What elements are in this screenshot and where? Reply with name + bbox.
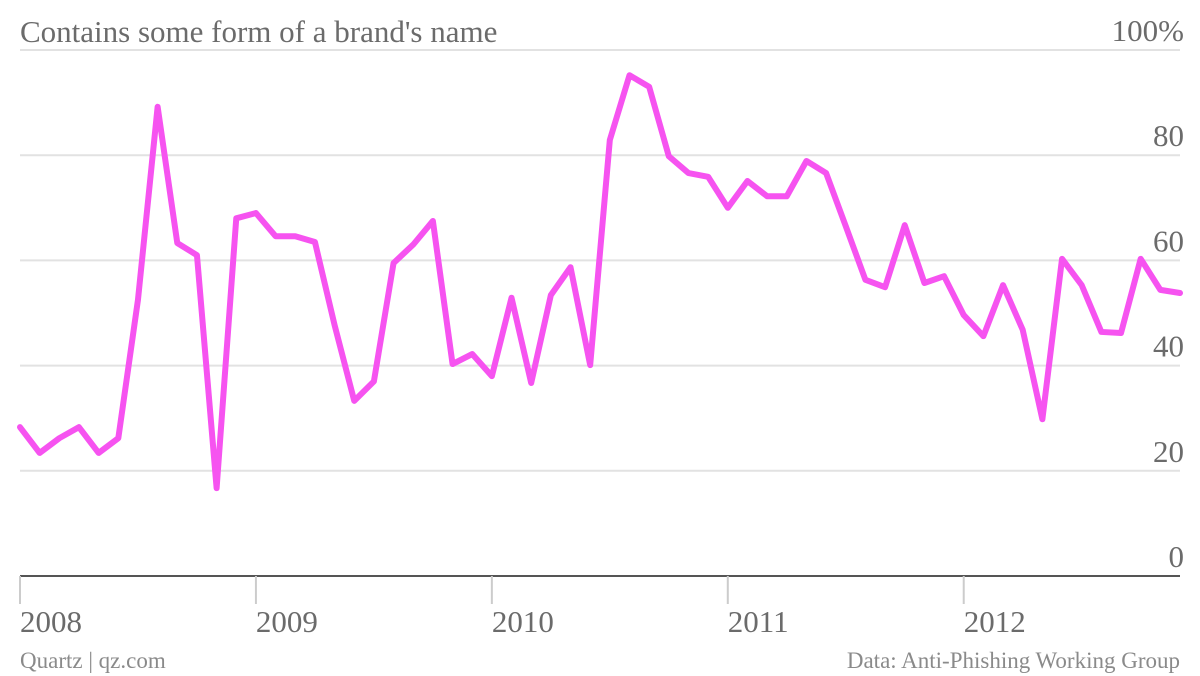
line (17, 72, 1183, 492)
y-tick-label: 20 (1153, 434, 1184, 469)
x-tick-label: 2012 (964, 604, 1026, 639)
y-tick-label: 0 (1169, 539, 1185, 574)
source: Data: Anti-Phishing Working Group (847, 648, 1180, 673)
y-tick-label: 100% (1112, 13, 1184, 48)
x-tick-label: 2010 (492, 604, 554, 639)
y-tick-label: 40 (1153, 329, 1184, 364)
x-tick-label: 2011 (728, 604, 789, 639)
x-tick-label: 2008 (20, 604, 82, 639)
y-tick-label: 80 (1153, 118, 1184, 153)
chart-title: Contains some form of a brand's name (20, 14, 497, 49)
y-tick-label: 60 (1153, 223, 1184, 258)
x-tick-label: 2009 (256, 604, 318, 639)
credit: Quartz | qz.com (20, 648, 166, 673)
